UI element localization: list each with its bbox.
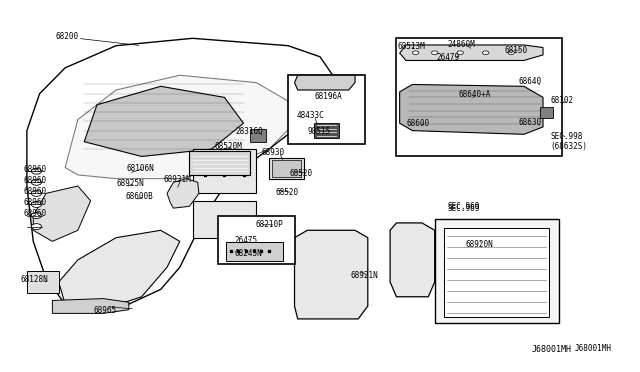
Bar [314,123,339,138]
Text: 68960: 68960 [24,176,47,185]
FancyBboxPatch shape [193,149,256,193]
PathPatch shape [33,186,91,241]
Text: 68102: 68102 [550,96,574,105]
Text: 26475: 26475 [235,236,258,245]
PathPatch shape [65,75,294,179]
Text: 68210P: 68210P [255,220,283,229]
Circle shape [457,51,463,55]
Text: 98515: 98515 [307,127,330,136]
PathPatch shape [52,299,129,313]
Text: 68965: 68965 [94,306,117,315]
PathPatch shape [390,223,435,297]
Text: 68128N: 68128N [20,275,48,283]
Bar [218,215,294,263]
Text: 68150: 68150 [505,46,528,55]
Bar [250,129,266,142]
Text: 48433C: 48433C [297,111,325,121]
Text: 68640+A: 68640+A [459,90,492,99]
FancyBboxPatch shape [193,201,256,238]
Text: 68960: 68960 [24,165,47,174]
Circle shape [31,212,42,218]
Text: 26479: 26479 [436,53,459,62]
Text: 68960: 68960 [24,198,47,207]
Text: 68513M: 68513M [397,42,426,51]
Text: 68200: 68200 [56,32,79,41]
PathPatch shape [399,45,543,61]
FancyBboxPatch shape [189,151,250,175]
Circle shape [31,224,42,230]
PathPatch shape [59,230,180,311]
Bar [226,242,283,260]
Text: 68921N: 68921N [351,271,378,280]
Circle shape [31,202,42,208]
Text: SEC.998
(68632S): SEC.998 (68632S) [550,132,588,151]
Text: 68520: 68520 [289,169,312,177]
Text: 28316Q: 28316Q [236,127,264,136]
PathPatch shape [399,84,543,134]
Circle shape [431,51,438,55]
Circle shape [31,168,42,174]
Text: 68640: 68640 [519,77,542,86]
Text: 68520: 68520 [275,188,298,197]
PathPatch shape [167,179,199,208]
Bar [288,75,365,144]
Text: 68600B: 68600B [125,192,153,201]
Text: 24860M: 24860M [447,41,475,49]
Text: 68960: 68960 [24,187,47,196]
Text: J68001MH: J68001MH [575,344,612,353]
Bar [396,38,562,157]
Text: 68960: 68960 [24,209,47,218]
Circle shape [31,179,42,185]
Text: SEC.969: SEC.969 [447,202,480,211]
Text: 68925N: 68925N [116,179,144,187]
Text: J68001MH: J68001MH [532,345,572,354]
Text: 68930: 68930 [261,148,285,157]
Text: 68520M: 68520M [215,142,243,151]
Circle shape [31,190,42,196]
Bar [435,219,559,323]
Text: 68196A: 68196A [315,92,342,101]
Circle shape [412,51,419,55]
Text: 68600: 68600 [406,119,429,128]
PathPatch shape [294,230,368,319]
PathPatch shape [294,75,355,90]
Circle shape [508,51,515,55]
Bar [444,228,549,317]
Text: 68245N: 68245N [235,250,262,259]
Text: 68931M: 68931M [164,175,191,184]
Bar [269,158,304,179]
Text: 68630: 68630 [519,118,542,127]
PathPatch shape [84,86,244,157]
Bar [27,271,59,293]
Text: 68920N: 68920N [465,240,493,249]
Bar [540,107,552,118]
Text: 68106N: 68106N [126,164,154,173]
Circle shape [483,51,489,55]
Text: SEC.969: SEC.969 [447,203,480,213]
Bar [272,160,301,177]
